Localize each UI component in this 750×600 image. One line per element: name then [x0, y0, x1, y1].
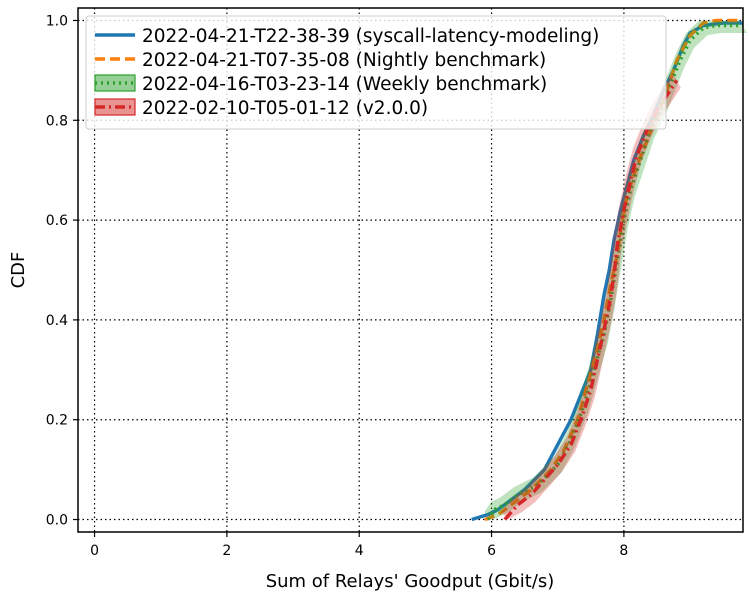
y-tick-label: 0.8	[46, 113, 68, 129]
x-axis-label: Sum of Relays' Goodput (Gbit/s)	[266, 571, 555, 592]
x-tick-label: 0	[90, 543, 99, 559]
x-tick-label: 6	[487, 543, 496, 559]
axis-ticks: 0 2 4 6 8 0.0 0.2 0.4 0.6 0.8 1.0	[46, 13, 629, 559]
plot-frame	[77, 7, 744, 533]
legend-label: 2022-04-21-T07-35-08 (Nightly benchmark)	[142, 50, 546, 71]
x-tick-label: 2	[222, 543, 231, 559]
y-tick-label: 0.4	[46, 313, 68, 329]
x-tick-label: 8	[619, 543, 628, 559]
y-tick-label: 0.6	[46, 213, 68, 229]
legend: 2022-04-21-T22-38-39 (syscall-latency-mo…	[85, 15, 667, 130]
series-line	[484, 18, 743, 522]
series-band	[500, 72, 681, 520]
y-axis-label: CDF	[8, 252, 29, 289]
legend-label: 2022-04-16-T03-23-14 (Weekly benchmark)	[142, 74, 547, 95]
series-lines	[471, 18, 747, 522]
y-tick-label: 0.0	[46, 513, 68, 529]
series-line	[486, 23, 743, 521]
y-tick-label: 1.0	[46, 13, 68, 29]
y-tick-label: 0.2	[46, 413, 68, 429]
legend-label: 2022-04-21-T22-38-39 (syscall-latency-mo…	[142, 26, 599, 47]
series-line	[503, 79, 679, 521]
x-tick-label: 4	[355, 543, 364, 559]
legend-label: 2022-02-10-T05-01-12 (v2.0.0)	[142, 98, 428, 119]
legend-box	[85, 15, 667, 130]
